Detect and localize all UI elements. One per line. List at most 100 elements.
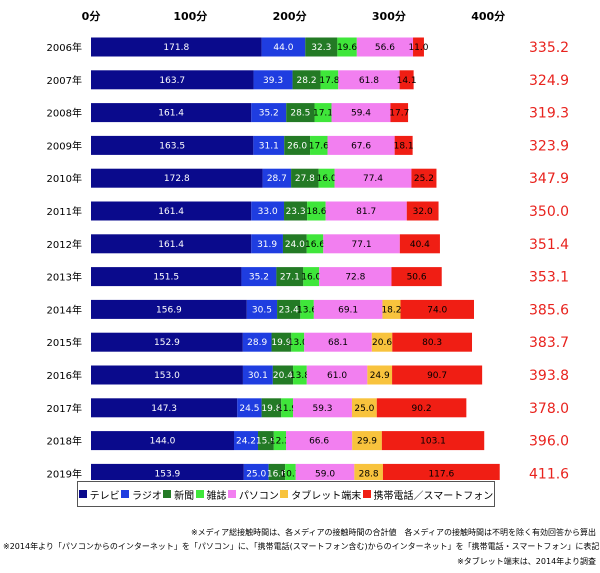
total-label: 378.0: [529, 401, 569, 417]
bar-segment: [286, 431, 353, 451]
bar-segment: [91, 37, 262, 57]
bar-segment: [331, 103, 391, 123]
data-label: 117.6: [428, 469, 454, 479]
data-label: 67.6: [351, 141, 371, 151]
bar-segment: [394, 135, 413, 155]
bar-segment: [371, 332, 393, 352]
bar-segment: [262, 168, 292, 188]
data-label: 161.4: [158, 207, 184, 217]
legend-label: テレビ: [89, 490, 120, 502]
total-label: 324.9: [529, 73, 569, 89]
data-label: 19.9: [271, 338, 291, 348]
bar-segment: [91, 70, 254, 90]
data-label: 16.0: [317, 174, 337, 184]
total-label: 411.6: [529, 466, 569, 480]
total-label: 393.8: [529, 368, 569, 384]
data-label: 103.1: [420, 437, 446, 447]
total-label: 323.9: [529, 138, 569, 154]
bar-segment: [300, 299, 314, 319]
legend-swatch: [163, 490, 172, 498]
data-label: 25.0: [246, 469, 266, 479]
bar-segment: [323, 234, 400, 254]
bar-segment: [251, 201, 285, 221]
bar-segment: [258, 431, 274, 451]
data-label: 153.0: [154, 371, 180, 381]
bar-segment: [91, 398, 238, 418]
footnote-total-time: ※メディア総接触時間は、各メディアの接触時間の合計値 各メディアの接触時間は不明…: [190, 528, 596, 537]
bar-segment: [241, 267, 277, 287]
legend-label: 新聞: [174, 490, 195, 502]
data-label: 35.2: [259, 109, 279, 119]
bar-row: 2010年 172.8 28.7 27.8 16.0 77.4 25.2 347.9: [47, 168, 569, 188]
bar-segment: [291, 332, 305, 352]
bar-segment: [237, 398, 262, 418]
bar-row: 2009年 163.5 31.1 26.0 17.6 67.6 18.1 323.9: [47, 135, 569, 155]
data-label: 156.9: [156, 305, 182, 315]
data-label: 18.1: [394, 141, 414, 151]
bar-segment: [268, 463, 286, 480]
data-label: 24.9: [370, 371, 390, 381]
data-label: 59.0: [315, 469, 335, 479]
data-label: 12.3: [270, 437, 290, 447]
bar-segment: [91, 135, 254, 155]
legend-item: 新聞: [163, 487, 194, 502]
bar-row: 2008年 161.4 35.2 28.5 17.1 59.4 17.7 319.3: [47, 103, 569, 123]
data-label: 17.8: [319, 76, 339, 86]
data-label: 24.2: [236, 437, 256, 447]
footnote-tablet: ※タブレット端末は、2014年より調査: [457, 557, 596, 566]
category-label: 2016年: [47, 369, 82, 382]
bar-row: 2018年 144.0 24.2 15.912.3 66.6 29.9 103.1 396.0: [47, 431, 569, 451]
data-label: 24.0: [285, 240, 305, 250]
bar-segment: [261, 37, 306, 57]
bar-segment: [91, 267, 242, 287]
data-label: 59.4: [351, 109, 371, 119]
bar-segment: [91, 431, 234, 451]
data-label: 90.2: [412, 404, 432, 414]
bar-segment: [390, 103, 409, 123]
data-label: 151.5: [153, 273, 179, 283]
bar-segment: [400, 299, 475, 319]
bar-segment: [313, 299, 383, 319]
bar-segment: [354, 463, 383, 480]
bar-segment: [382, 463, 500, 480]
bar-segment: [286, 103, 315, 123]
data-label: 163.5: [159, 141, 185, 151]
bar-segment: [320, 70, 339, 90]
bar-segment: [406, 201, 439, 221]
bar-segment: [91, 201, 252, 221]
legend-swatch: [195, 490, 204, 498]
bar-segment: [381, 431, 485, 451]
total-label: 347.9: [529, 171, 569, 187]
data-label: 11.9: [277, 404, 297, 414]
data-label: 61.0: [327, 371, 347, 381]
x-tick-label: 200分: [273, 9, 307, 23]
legend-swatch: [227, 490, 236, 498]
total-label: 319.3: [529, 106, 569, 122]
bar-row: 2015年 152.9 28.9 19.913.0 68.1 20.6 80.3 383.7: [47, 332, 569, 352]
data-label: 28.5: [290, 109, 310, 119]
data-label: 27.8: [295, 174, 315, 184]
bar-segment: [251, 234, 283, 254]
bar-segment: [282, 234, 307, 254]
category-label: 2006年: [47, 41, 82, 54]
data-label: 80.3: [422, 338, 442, 348]
data-label: 18.6: [306, 207, 326, 217]
category-label: 2011年: [47, 205, 82, 218]
data-label: 66.6: [309, 437, 329, 447]
legend-swatch: [121, 490, 130, 498]
data-label: 25.2: [414, 174, 434, 184]
category-label: 2007年: [47, 74, 82, 87]
data-label: 35.2: [249, 273, 269, 283]
bar-segment: [277, 299, 301, 319]
data-label: 19.8: [261, 404, 281, 414]
x-axis-ticks: 0分 100分 200分 300分 400分: [82, 9, 506, 23]
data-label: 16.6: [267, 469, 287, 479]
data-label: 20.4: [273, 371, 293, 381]
bar-segment: [305, 37, 338, 57]
legend-swatch: [280, 490, 289, 498]
data-label: 26.0: [287, 141, 307, 151]
bar-segment: [399, 70, 414, 90]
data-label: 153.9: [155, 469, 181, 479]
category-label: 2009年: [47, 139, 82, 152]
data-label: 90.7: [427, 371, 447, 381]
